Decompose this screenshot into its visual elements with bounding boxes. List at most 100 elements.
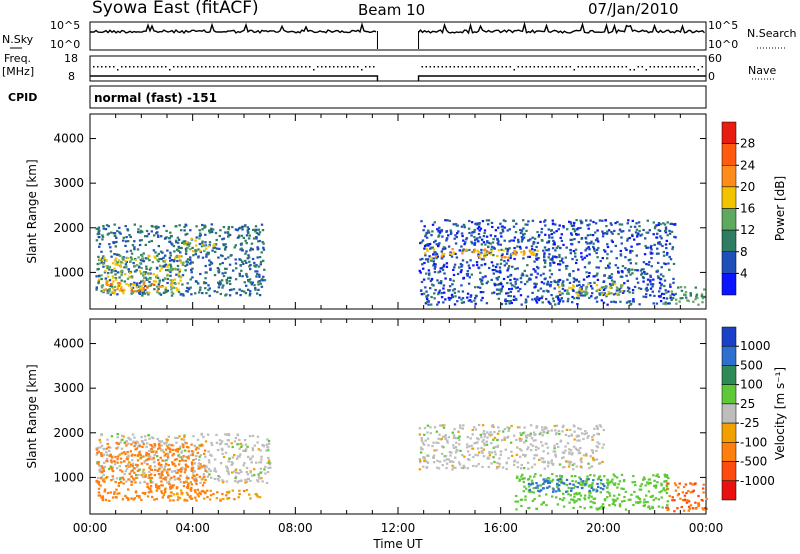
data-cell	[596, 229, 599, 232]
data-cell	[230, 442, 233, 445]
data-cell	[181, 458, 184, 462]
data-cell	[419, 459, 422, 462]
data-cell	[619, 300, 622, 303]
data-cell	[426, 424, 430, 427]
data-cell	[479, 286, 482, 289]
data-cell	[433, 241, 436, 244]
data-cell	[129, 249, 133, 252]
data-cell	[190, 237, 193, 240]
data-cell	[182, 444, 185, 447]
data-cell	[568, 482, 572, 485]
data-cell	[189, 262, 192, 265]
data-cell	[108, 454, 111, 457]
data-cell	[490, 425, 494, 428]
data-cell	[520, 475, 523, 478]
data-cell	[612, 293, 616, 296]
data-cell	[506, 426, 509, 429]
data-cell	[177, 272, 181, 275]
data-cell	[156, 455, 159, 458]
data-cell	[593, 474, 596, 477]
data-cell	[98, 438, 101, 441]
data-cell	[522, 227, 525, 230]
data-cell	[500, 235, 503, 238]
data-cell	[455, 224, 459, 227]
data-cell	[478, 225, 481, 229]
data-cell	[245, 471, 248, 474]
data-cell	[184, 240, 187, 243]
data-cell	[493, 450, 497, 453]
data-cell	[452, 279, 455, 282]
data-cell	[454, 252, 457, 255]
data-cell	[604, 250, 607, 253]
data-cell	[195, 482, 198, 485]
data-cell	[440, 257, 444, 260]
data-cell	[250, 461, 253, 464]
data-cell	[425, 295, 429, 298]
data-cell	[442, 426, 446, 429]
data-cell	[156, 258, 159, 262]
data-cell	[154, 468, 157, 471]
data-cell	[125, 265, 128, 268]
data-cell	[145, 229, 149, 233]
data-cell	[601, 235, 605, 238]
data-cell	[116, 271, 120, 274]
data-cell	[596, 426, 599, 429]
data-cell	[209, 262, 213, 265]
freq-dot	[309, 66, 311, 68]
data-cell	[98, 245, 101, 248]
data-cell	[642, 476, 646, 479]
data-cell	[168, 237, 171, 240]
data-cell	[525, 300, 528, 303]
data-cell	[506, 248, 510, 251]
data-cell	[424, 235, 427, 238]
data-cell	[583, 433, 586, 436]
data-cell	[182, 240, 185, 243]
data-cell	[703, 507, 707, 510]
data-cell	[476, 437, 479, 440]
data-cell	[528, 277, 531, 280]
data-cell	[422, 267, 425, 270]
data-cell	[207, 284, 210, 287]
data-cell	[181, 442, 184, 446]
data-cell	[535, 276, 538, 279]
data-cell	[105, 476, 109, 479]
data-cell	[163, 459, 166, 462]
data-cell	[454, 446, 458, 449]
data-cell	[533, 463, 536, 466]
data-cell	[234, 480, 237, 483]
data-cell	[182, 485, 186, 488]
data-cell	[164, 259, 167, 262]
data-cell	[519, 228, 522, 232]
data-cell	[113, 290, 116, 293]
data-cell	[522, 219, 525, 222]
data-cell	[183, 471, 187, 474]
data-cell	[504, 220, 507, 223]
data-cell	[472, 464, 475, 468]
data-cell	[149, 465, 152, 468]
data-cell	[256, 256, 259, 259]
data-cell	[134, 481, 137, 484]
data-cell	[490, 221, 494, 224]
data-cell	[480, 282, 484, 286]
data-cell	[511, 253, 514, 256]
data-cell	[516, 267, 519, 270]
data-cell	[428, 242, 432, 246]
data-cell	[631, 249, 634, 253]
data-cell	[620, 500, 624, 503]
data-cell	[110, 435, 114, 438]
data-cell	[583, 266, 587, 269]
data-cell	[526, 461, 530, 464]
data-cell	[104, 498, 108, 501]
data-cell	[189, 489, 193, 492]
data-cell	[592, 488, 595, 491]
colorbar-tick-label: 4	[740, 266, 748, 280]
data-cell	[176, 498, 180, 501]
data-cell	[200, 465, 203, 468]
data-cell	[543, 265, 547, 268]
data-cell	[514, 231, 518, 234]
data-cell	[534, 473, 537, 476]
data-cell	[247, 477, 250, 480]
data-cell	[234, 468, 238, 471]
data-cell	[209, 268, 212, 271]
